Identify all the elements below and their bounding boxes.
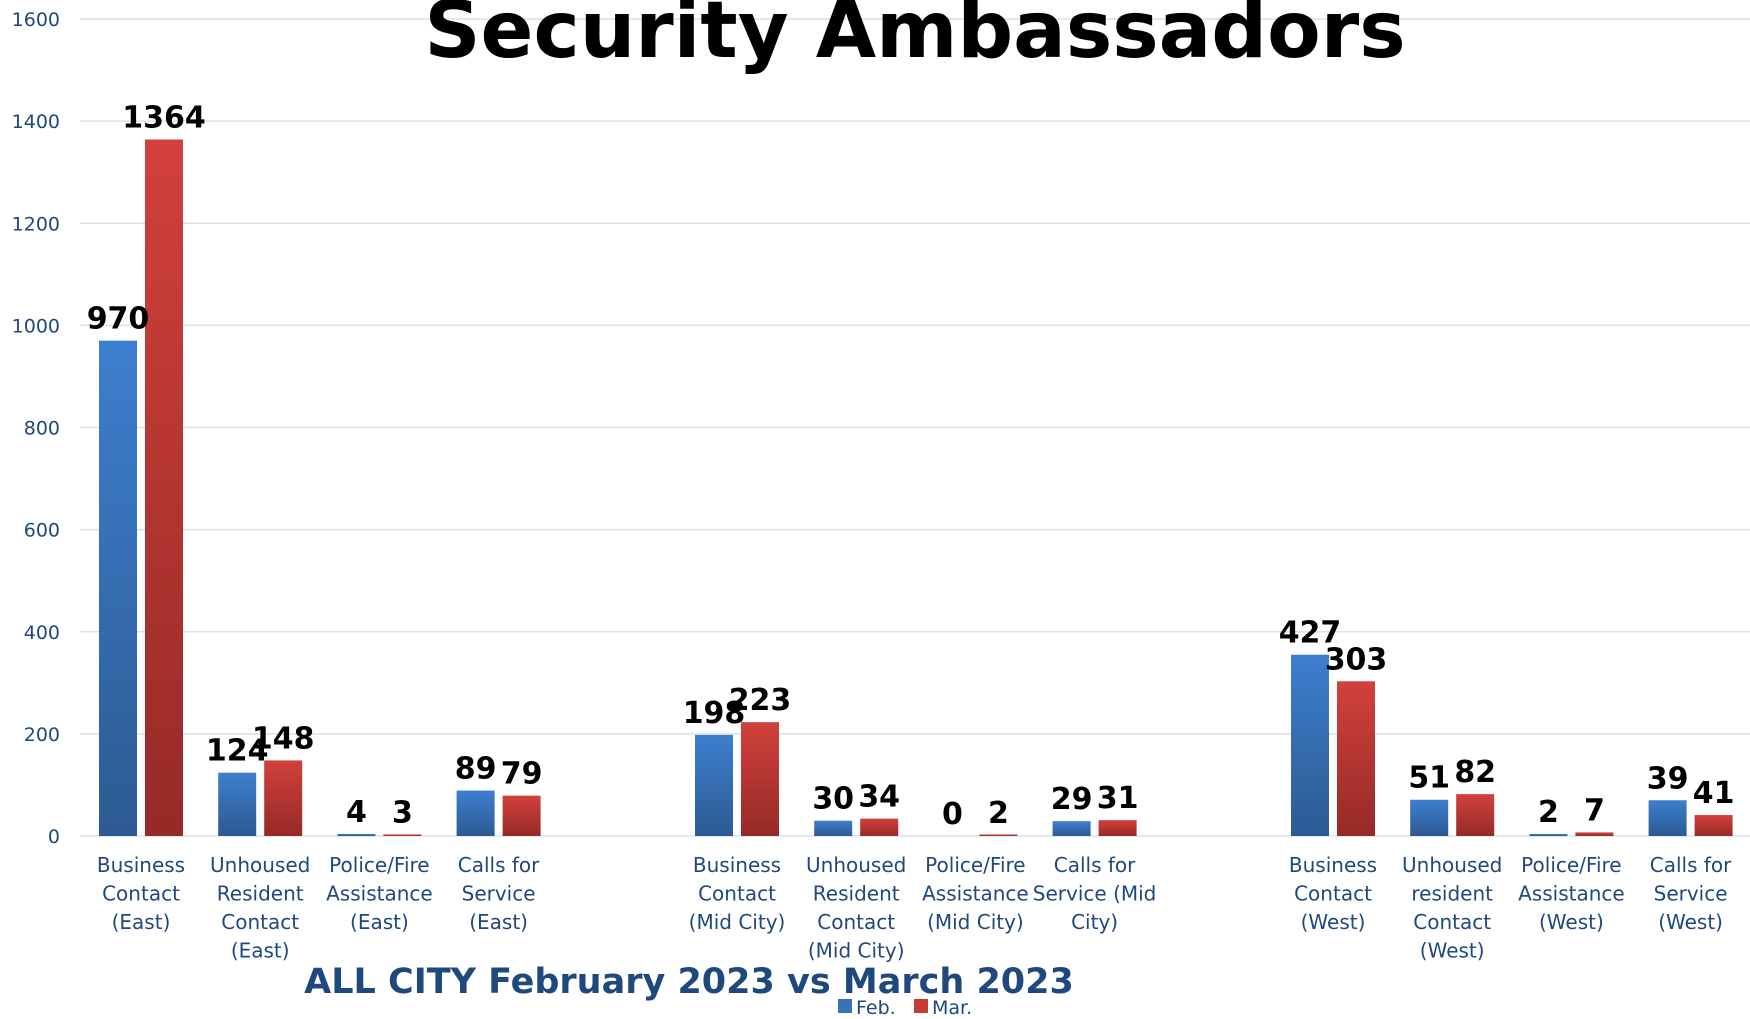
legend-label-mar: Mar. — [932, 997, 972, 1019]
x-tick-label: Police/Fire Assistance (East) — [326, 853, 433, 934]
data-label: 51 — [1408, 761, 1450, 796]
bar-feb-9 — [1410, 799, 1449, 836]
x-tick-label: Business Contact (Mid City) — [689, 853, 786, 934]
x-tick-label: Police/Fire Assistance (Mid City) — [922, 853, 1029, 934]
bar-feb-1 — [218, 772, 257, 836]
y-tick-label: 1400 — [12, 111, 60, 133]
y-axis-labels: 0 200 400 600 800 1000 1200 1400 1600 — [12, 9, 60, 848]
y-tick-label: 1600 — [12, 9, 60, 31]
y-tick-label: 400 — [24, 622, 60, 644]
bar-mar-2 — [383, 834, 422, 836]
chart-title: Security Ambassadors — [424, 0, 1405, 76]
data-label: 148 — [252, 721, 315, 756]
x-tick-label: Business Contact (East) — [97, 853, 185, 934]
bar-feb-8 — [1291, 654, 1329, 836]
data-label: 89 — [455, 752, 497, 787]
data-label: 427 — [1279, 616, 1342, 651]
y-tick-label: 600 — [24, 520, 60, 542]
data-label: 29 — [1051, 782, 1093, 817]
bar-mar-1 — [264, 760, 303, 836]
data-label: 31 — [1097, 781, 1139, 816]
bar-mar-6 — [979, 834, 1018, 836]
legend: Feb. Mar. — [838, 997, 972, 1019]
data-label: 124 — [206, 734, 269, 769]
bar-mar-0 — [145, 139, 183, 836]
data-label: 970 — [87, 302, 150, 337]
x-tick-label: Unhoused resident Contact (West) — [1402, 853, 1502, 963]
x-tick-label: Police/Fire Assistance (West) — [1518, 853, 1625, 934]
data-label: 198 — [683, 696, 746, 731]
x-tick-label: Calls for Service (East) — [458, 853, 540, 934]
data-label: 3 — [392, 795, 413, 830]
data-label: 41 — [1693, 776, 1735, 811]
data-label: 1364 — [122, 101, 206, 136]
x-tick-label: Business Contact (West) — [1289, 853, 1377, 934]
bar-mar-9 — [1456, 794, 1495, 836]
bar-mar-4 — [741, 722, 779, 836]
y-tick-label: 200 — [24, 724, 60, 746]
data-labels: 970 124 4 89 198 30 0 29 427 51 2 39 1364 148 3 79 223 34… — [87, 101, 1735, 832]
x-tick-label: Calls for Service (West) — [1650, 853, 1732, 934]
data-label: 7 — [1584, 793, 1605, 828]
data-label: 303 — [1325, 642, 1388, 677]
bar-feb-2 — [337, 833, 376, 836]
bar-feb-5 — [814, 820, 853, 836]
bar-feb-0 — [99, 340, 137, 836]
y-tick-label: 800 — [24, 418, 60, 440]
data-label: 82 — [1454, 755, 1496, 790]
data-label: 2 — [1538, 795, 1559, 830]
x-tick-label: Unhoused Resident Contact (East) — [210, 853, 310, 963]
bar-mar-7 — [1098, 820, 1137, 836]
bar-feb-7 — [1052, 821, 1091, 836]
gridlines — [80, 18, 1750, 837]
chart-subtitle: ALL CITY February 2023 vs March 2023 — [304, 962, 1074, 1002]
y-tick-label: 1200 — [12, 213, 60, 235]
data-label: 39 — [1647, 761, 1689, 796]
bar-mar-10 — [1575, 832, 1614, 836]
bar-mar-5 — [860, 818, 899, 836]
legend-swatch-feb — [838, 999, 852, 1013]
bar-feb-10 — [1529, 833, 1568, 836]
bar-mar-3 — [502, 795, 541, 836]
bar-feb-4 — [695, 734, 733, 836]
data-label: 34 — [858, 780, 900, 815]
legend-swatch-mar — [914, 999, 928, 1013]
x-axis-labels: Business Contact (East) Unhoused Resident Con… — [97, 853, 1732, 963]
data-label: 79 — [501, 757, 543, 792]
x-tick-label: Unhoused Resident Contact (Mid City) — [806, 853, 906, 963]
data-label: 4 — [346, 795, 367, 830]
bar-mar-8 — [1337, 681, 1375, 836]
legend-label-feb: Feb. — [856, 997, 896, 1019]
y-tick-label: 0 — [48, 826, 60, 848]
y-tick-label: 1000 — [12, 315, 60, 337]
bar-feb-11 — [1648, 800, 1687, 836]
data-label: 0 — [942, 797, 963, 832]
bar-mar-11 — [1694, 815, 1733, 836]
data-label: 2 — [988, 796, 1009, 831]
data-label: 223 — [729, 683, 792, 718]
data-label: 30 — [812, 782, 854, 817]
x-tick-label: Calls for Service (Mid City) — [1033, 853, 1157, 934]
bars — [99, 139, 1733, 836]
bar-feb-3 — [456, 790, 495, 836]
